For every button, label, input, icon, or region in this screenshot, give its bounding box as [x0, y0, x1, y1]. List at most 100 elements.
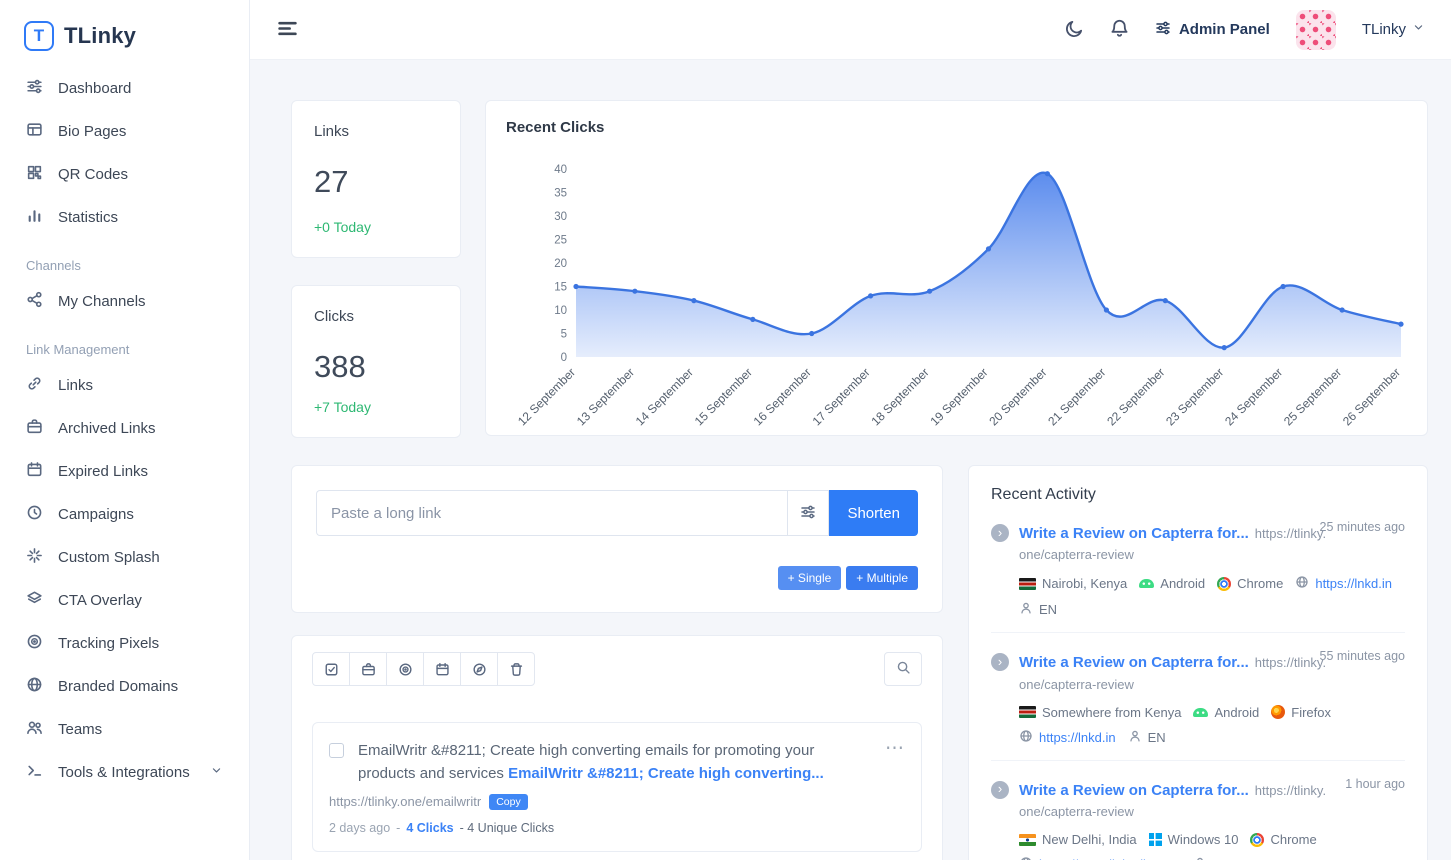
svg-text:30: 30 [554, 211, 567, 223]
clicks-stat-delta: +7 Today [314, 399, 371, 415]
layout-icon [26, 121, 43, 142]
search-button[interactable] [884, 652, 922, 686]
sidebar-item-label: Tracking Pixels [58, 635, 160, 652]
share-icon [26, 291, 43, 312]
check-square-icon-button[interactable] [312, 652, 350, 686]
sidebar-item-branded-domains[interactable]: Branded Domains [0, 665, 249, 708]
sidebar-item-custom-splash[interactable]: Custom Splash [0, 536, 249, 579]
sidebar-item-label: CTA Overlay [58, 592, 142, 609]
brand-logo[interactable]: T TLinky [0, 0, 249, 67]
avatar[interactable] [1295, 9, 1336, 50]
activity-link-title[interactable]: Write a Review on Capterra for... [1019, 781, 1249, 799]
link-title-text: EmailWritr &#8211; Create high convertin… [358, 742, 815, 783]
sidebar-item-qr-codes[interactable]: QR Codes [0, 153, 249, 196]
sidebar-item-archived-links[interactable]: Archived Links [0, 407, 249, 450]
sidebar-item-campaigns[interactable]: Campaigns [0, 493, 249, 536]
item-menu-icon[interactable]: ⋯ [885, 738, 905, 759]
language-chip: EN [1019, 601, 1057, 618]
dark-mode-toggle[interactable] [1065, 19, 1084, 41]
clicks-link[interactable]: 4 Clicks [406, 820, 454, 835]
svg-text:15 September: 15 September [692, 365, 755, 428]
person-icon [1128, 729, 1142, 746]
sidebar-section-label: Channels [26, 258, 81, 273]
target-icon [26, 633, 43, 654]
sidebar-item-label: Campaigns [58, 506, 134, 523]
sidebar-item-label: QR Codes [58, 166, 129, 183]
menu-icon[interactable] [276, 17, 299, 43]
svg-text:35: 35 [554, 188, 567, 200]
activity-link-title[interactable]: Write a Review on Capterra for... [1019, 654, 1249, 672]
link-meta-row: 2 days ago - 4 Clicks - 4 Unique Clicks [329, 821, 905, 835]
stats-icon [26, 207, 43, 228]
add-multiple-button[interactable]: + Multiple [846, 566, 918, 590]
referrer-link[interactable]: https://lnkd.in [1315, 576, 1392, 592]
select-checkbox[interactable] [329, 743, 344, 758]
trash-icon-button[interactable] [497, 652, 535, 686]
activity-time: 1 hour ago [1345, 776, 1405, 791]
language-chip: EN [1128, 729, 1166, 746]
sidebar-item-dashboard[interactable]: Dashboard [0, 67, 249, 110]
sidebar-item-my-channels[interactable]: My Channels [0, 280, 249, 323]
shorten-options-button[interactable] [787, 490, 830, 536]
toolbar-buttons [312, 652, 535, 686]
link-title-link[interactable]: EmailWritr &#8211; Create high convertin… [508, 765, 824, 783]
chevron-down-icon [1412, 21, 1425, 38]
activity-item: 25 minutes ago Write a Review on Capterr… [991, 504, 1405, 634]
sidebar-item-statistics[interactable]: Statistics [0, 196, 249, 239]
link-item-header: EmailWritr &#8211; Create high convertin… [329, 739, 905, 786]
svg-text:16 September: 16 September [751, 365, 814, 428]
referrer-link[interactable]: https://lnkd.in [1039, 729, 1116, 745]
globe-icon [1295, 575, 1309, 592]
location-chip: Nairobi, Kenya [1019, 576, 1127, 591]
location-chip: Somewhere from Kenya [1019, 705, 1181, 720]
activity-item: 1 hour ago Write a Review on Capterra fo… [991, 761, 1405, 860]
sidebar-item-label: Tools & Integrations [58, 764, 190, 781]
sidebar-item-cta-overlay[interactable]: CTA Overlay [0, 579, 249, 622]
browser-chip: Chrome [1250, 832, 1317, 847]
sidebar-item-teams[interactable]: Teams [0, 708, 249, 751]
os-chip: Android [1193, 705, 1259, 720]
arrow-circle-icon [991, 524, 1009, 542]
sidebar-item-label: My Channels [58, 293, 146, 310]
sidebar-item-bio-pages[interactable]: Bio Pages [0, 110, 249, 153]
archive-icon [26, 418, 43, 439]
clicks-stat-card: Clicks 388 +7 Today [291, 285, 461, 438]
long-link-input[interactable] [316, 490, 788, 536]
archive-icon-button[interactable] [349, 652, 387, 686]
add-link-buttons: + Single + Multiple [777, 566, 918, 590]
notifications-button[interactable] [1110, 19, 1129, 41]
svg-text:20: 20 [554, 258, 567, 270]
sidebar: T TLinky Dashboard Bio Pages QR Codes Stati… [0, 0, 250, 860]
svg-text:20 September: 20 September [986, 365, 1049, 428]
compass-icon-button[interactable] [460, 652, 498, 686]
add-single-button[interactable]: + Single [777, 566, 842, 590]
svg-text:10: 10 [554, 305, 567, 317]
svg-text:25: 25 [554, 235, 567, 247]
shorten-card: Shorten + Single + Multiple [291, 465, 943, 613]
svg-text:22 September: 22 September [1104, 365, 1167, 428]
sidebar-item-tracking-pixels[interactable]: Tracking Pixels [0, 622, 249, 665]
svg-text:5: 5 [561, 329, 567, 341]
activity-link-title[interactable]: Write a Review on Capterra for... [1019, 525, 1249, 542]
android-icon [1139, 579, 1155, 589]
shorten-button[interactable]: Shorten [829, 490, 918, 536]
referrer-link[interactable]: https://www.linkedin.com [1039, 857, 1181, 860]
search-icon [896, 660, 911, 678]
arrow-circle-icon [991, 653, 1009, 672]
target-icon-button[interactable] [386, 652, 424, 686]
calendar-icon-button[interactable] [423, 652, 461, 686]
bell-icon [1110, 19, 1129, 41]
links-stat-delta: +0 Today [314, 219, 371, 235]
sidebar-item-links[interactable]: Links [0, 364, 249, 407]
sidebar-item-expired-links[interactable]: Expired Links [0, 450, 249, 493]
svg-text:25 September: 25 September [1281, 365, 1344, 428]
referrer-chip: https://www.linkedin.com [1019, 856, 1181, 860]
link-age: 2 days ago [329, 820, 391, 835]
recent-activity-card: Recent Activity 25 minutes ago Write a R… [968, 465, 1428, 860]
copy-button[interactable]: Copy [489, 793, 528, 810]
user-menu[interactable]: TLinky [1362, 21, 1425, 38]
sidebar-item-tools-integrations[interactable]: Tools & Integrations [0, 751, 249, 794]
link-item-title: EmailWritr &#8211; Create high convertin… [358, 739, 871, 786]
admin-panel-link[interactable]: Admin Panel [1155, 20, 1270, 40]
